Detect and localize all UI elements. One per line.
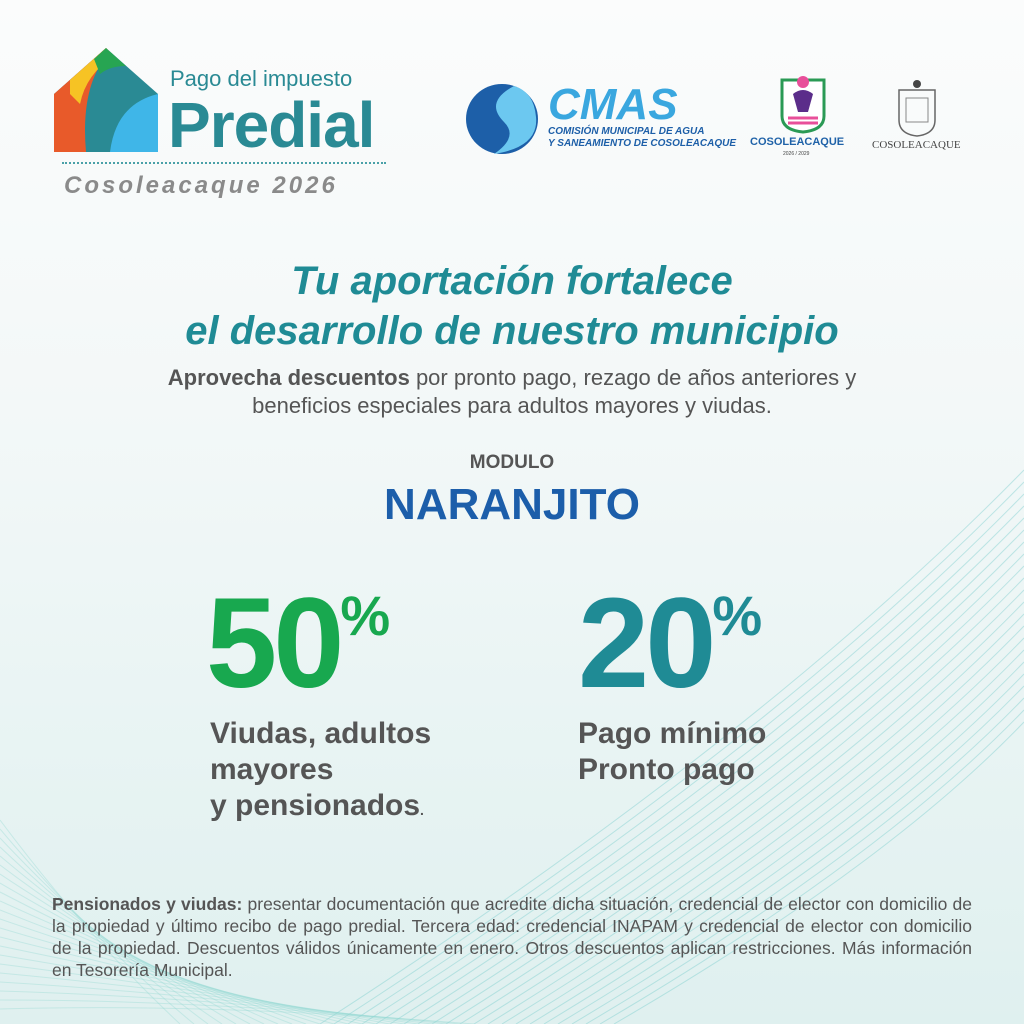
wave-line [333,481,1024,1024]
headline: Tu aportación fortalece el desarrollo de… [0,256,1024,356]
escudo-name: COSOLEACAQUE [872,139,961,151]
wave-line [0,990,447,1024]
wave-line [0,882,279,1024]
wave-line [0,945,377,1024]
wave-line [501,625,1024,1024]
wave-line [0,936,363,1024]
wave-line [0,846,223,1024]
ayuntamiento-shield-logo [780,76,826,134]
wave-line [0,900,307,1024]
cmas-title: CMAS [548,80,678,129]
wave-line [571,685,1024,1024]
wave-line [347,493,1024,1024]
caption-line: y pensionados [210,789,421,822]
brand-title: Predial [168,89,375,161]
discount-value: 20 [578,572,716,715]
wave-line [0,963,405,1024]
subtitle-bold: Aprovecha descuentos [167,365,410,390]
wave-line [445,577,1024,1024]
discount-20-caption: Pago mínimo Pronto pago [578,716,766,788]
wave-line [0,927,349,1024]
caption-line: Viudas, adultos [210,717,432,750]
wave-line [0,864,251,1024]
headline-line2: el desarrollo de nuestro municipio [185,309,839,353]
wave-line [557,673,1024,1024]
wave-line [0,855,237,1024]
discount-20: 20% [578,580,762,708]
wave-line [403,541,1024,1024]
wave-line [0,972,419,1024]
wave-line [543,661,1024,1024]
wave-line [0,873,265,1024]
cmas-subtitle: COMISIÓN MUNICIPAL DE AGUA Y SANEAMIENTO … [548,126,736,150]
discount-50: 50% [206,580,390,708]
brand-city-year: Cosoleacaque 2026 [64,172,338,199]
ayuntamiento-name: COSOLEACAQUE [750,136,845,148]
discount-50-caption: Viudas, adultos mayores y pensionados. [210,717,432,822]
wave-line [0,918,335,1024]
headline-line1: Tu aportación fortalece [291,259,733,303]
wave-line [515,637,1024,1024]
wave-line [487,613,1024,1024]
percent-sign: % [340,584,391,647]
cmas-line1: COMISIÓN MUNICIPAL DE AGUA [548,126,705,137]
wave-line [417,553,1024,1024]
brand-subtitle: Pago del impuesto [170,66,353,91]
discount-value: 50 [206,572,344,715]
caption-line: Pago mínimo [578,717,767,750]
wave-line [0,819,181,1024]
fine-print-bold: Pensionados y viudas: [52,894,243,914]
wave-line [319,469,1024,1024]
escudo-logo [898,80,936,137]
wave-line [389,529,1024,1024]
predial-house-logo [54,48,158,152]
wave-line [0,981,433,1024]
subtitle-rest: por pronto pago, rezago de años anterior… [409,365,857,390]
wave-line [585,697,1024,1024]
wave-line [0,1007,475,1024]
ayuntamiento-years: 2026 / 2029 [783,151,810,157]
subtitle-line2: beneficios especiales para adultos mayor… [252,393,772,418]
fine-print-text: presentar documentación que acredite dic… [52,894,973,980]
wave-line [473,601,1024,1024]
subtitle: Aprovecha descuentos por pronto pago, re… [0,364,1024,420]
wave-line [0,909,321,1024]
wave-line [459,589,1024,1024]
wave-line [0,954,391,1024]
fine-print: Pensionados y viudas: presentar document… [52,893,972,981]
percent-sign: % [712,584,763,647]
wave-line [599,709,1024,1024]
wave-line [0,837,209,1024]
wave-line [0,999,461,1024]
wave-line [0,828,195,1024]
wave-line [0,891,293,1024]
caption-line: Pronto pago [578,753,755,786]
wave-line [375,517,1024,1024]
cmas-water-logo [466,84,538,154]
cmas-line2: Y SANEAMIENTO DE COSOLEACAQUE [548,138,736,149]
caption-line: mayores [210,753,334,786]
module-name: NARANJITO [384,480,640,529]
wave-line [361,505,1024,1024]
wave-line [431,565,1024,1024]
divider [62,162,386,164]
module-label: MODULO [469,452,555,473]
wave-line [529,649,1024,1024]
wave-line [613,721,1024,1024]
